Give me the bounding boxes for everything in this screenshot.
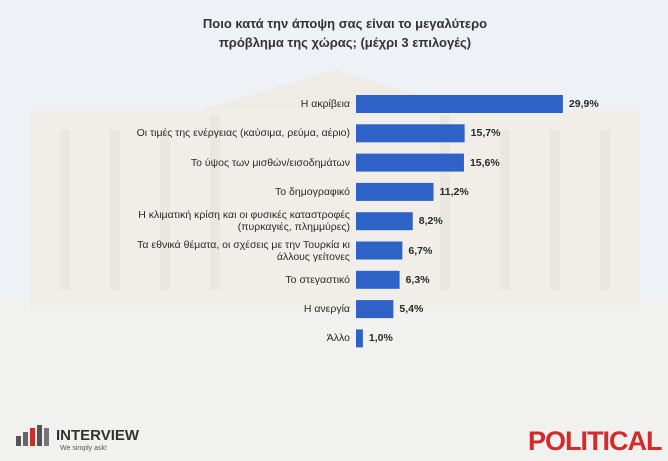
- category-label: Άλλο: [326, 332, 350, 345]
- bar: [356, 124, 465, 143]
- value-label: 15,6%: [469, 156, 500, 169]
- chart-title: Ποιο κατά την άποψη σας είναι το μεγαλύτ…: [202, 16, 488, 50]
- bar: [356, 329, 363, 348]
- pollster-logo: INTERVIEW: [56, 427, 140, 444]
- value-label: 6,7%: [408, 244, 433, 257]
- value-label: 6,3%: [405, 273, 430, 286]
- value-label: 5,4%: [399, 303, 424, 316]
- pollster-tagline: We simply ask!: [60, 445, 107, 452]
- bar: [356, 300, 394, 319]
- bar: [356, 270, 400, 289]
- bar: [356, 153, 464, 172]
- value-label: 15,7%: [470, 127, 501, 140]
- bar: [356, 182, 434, 201]
- category-label: Το στεγαστικό: [285, 273, 350, 286]
- category-label: Τα εθνικά θέματα, οι σχέσεις με την Τουρ…: [137, 238, 350, 263]
- logo-icon: [16, 425, 49, 446]
- category-label: Οι τιμές της ενέργειας (καύσιμα, ρεύμα, …: [136, 127, 350, 140]
- value-label: 29,9%: [568, 98, 599, 110]
- category-label: Το δημογραφικό: [275, 185, 350, 198]
- category-label: Η κλιματική κρίση και οι φυσικές καταστρ…: [138, 209, 350, 234]
- bar: [356, 95, 563, 113]
- category-label: Το ύψος των μισθών/εισοδημάτων: [190, 156, 350, 169]
- value-label: 11,2%: [439, 185, 469, 198]
- value-label: 8,2%: [418, 215, 443, 228]
- category-label: Η ακρίβεια: [300, 98, 350, 110]
- bar: [356, 241, 403, 260]
- category-label: Η ανεργία: [303, 303, 350, 316]
- bar: [356, 212, 413, 231]
- value-label: 1,0%: [368, 332, 393, 345]
- outlet-logo: POLITICAL: [528, 426, 662, 456]
